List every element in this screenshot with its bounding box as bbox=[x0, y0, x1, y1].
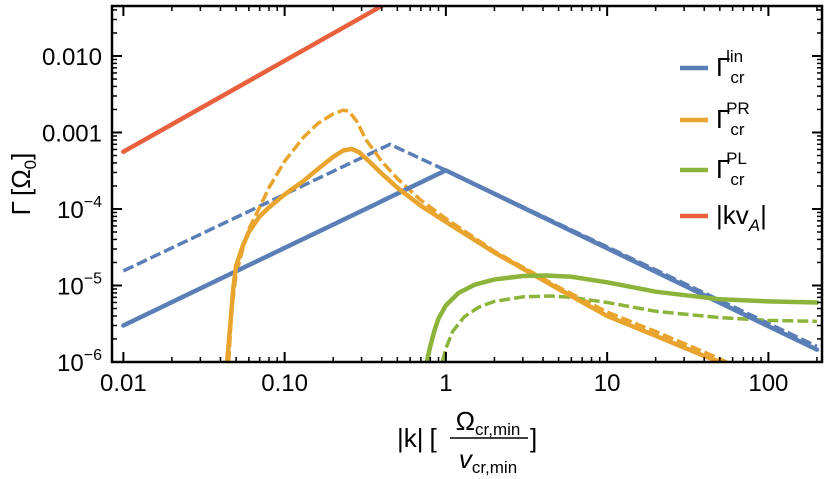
series-line-5 bbox=[440, 294, 817, 362]
x-axis-numerator-sub: cr,min bbox=[475, 420, 520, 439]
y-tick-exponent: −5 bbox=[84, 270, 102, 287]
x-axis-title: |k|[ Ωcr,min vcr,min ] bbox=[397, 406, 537, 477]
y-axis-bracket-close: ] bbox=[6, 153, 36, 160]
legend-label-2: Γcr PL bbox=[716, 149, 747, 189]
x-axis-bracket-close: ] bbox=[530, 423, 537, 453]
legend-sub: cr bbox=[730, 170, 745, 189]
tick-layer bbox=[112, 6, 822, 363]
svg-text:Ωcr,min: Ωcr,min bbox=[456, 406, 521, 439]
y-axis-gamma: Γ bbox=[6, 201, 36, 215]
y-tick-label-2: 10−4 bbox=[57, 194, 102, 224]
x-axis-denominator: v bbox=[459, 444, 474, 474]
y-axis-bracket-open: [ bbox=[6, 188, 36, 196]
y-axis-omega-sub: 0 bbox=[21, 160, 40, 169]
x-tick-label-4: 100 bbox=[748, 370, 788, 397]
y-tick-base: 10 bbox=[57, 273, 84, 300]
series-line-1 bbox=[122, 142, 818, 348]
y-axis-omega: Ω bbox=[6, 169, 36, 188]
legend-symbol: |kv bbox=[716, 200, 749, 230]
x-tick-label-1: 0.10 bbox=[261, 370, 308, 397]
y-axis-title: Γ [Ω0] bbox=[6, 153, 40, 216]
series-line-6 bbox=[121, 6, 384, 154]
y-tick-exponent: −6 bbox=[84, 347, 102, 364]
legend-sub: A bbox=[748, 216, 760, 235]
legend-sub: cr bbox=[730, 120, 745, 139]
svg-text:|k|[: |k|[ bbox=[397, 423, 438, 453]
svg-text:vcr,min: vcr,min bbox=[459, 444, 517, 477]
legend-sub: cr bbox=[730, 68, 745, 87]
series-line-3 bbox=[226, 108, 728, 362]
series-layer bbox=[121, 6, 820, 362]
x-tick-labels: 0.01 0.10 1 10 100 bbox=[100, 370, 788, 397]
legend-symbol: Γ bbox=[716, 52, 730, 82]
x-axis-numerator: Ω bbox=[456, 406, 475, 436]
y-tick-label-0: 10−6 bbox=[57, 347, 102, 377]
x-axis-denominator-sub: cr,min bbox=[472, 458, 517, 477]
y-tick-label-4: 0.010 bbox=[42, 44, 102, 71]
legend-label-1: Γcr PR bbox=[716, 99, 750, 139]
y-tick-label-1: 10−5 bbox=[57, 270, 102, 300]
legend-sup: PL bbox=[726, 149, 747, 168]
legend-sup: PR bbox=[726, 99, 750, 118]
y-tick-base: 10 bbox=[57, 197, 84, 224]
legend-suffix: | bbox=[760, 200, 767, 230]
x-tick-label-2: 1 bbox=[439, 370, 452, 397]
x-tick-label-0: 0.01 bbox=[100, 370, 147, 397]
legend-symbol: Γ bbox=[716, 154, 730, 184]
y-tick-exponent: −4 bbox=[84, 194, 102, 211]
series-line-0 bbox=[121, 168, 820, 352]
legend-symbol: Γ bbox=[716, 104, 730, 134]
legend-sup: lin bbox=[726, 47, 743, 66]
legend-label-0: Γcr lin bbox=[716, 47, 745, 87]
series-line-2 bbox=[224, 146, 723, 362]
x-tick-label-3: 10 bbox=[594, 370, 621, 397]
x-axis-bracket-open: [ bbox=[430, 423, 438, 453]
plot-frame bbox=[110, 4, 824, 364]
legend-label-3: |kvA| bbox=[716, 200, 767, 235]
y-tick-label-3: 0.001 bbox=[42, 120, 102, 147]
x-axis-abs-k: |k| bbox=[397, 423, 424, 453]
series-line-4 bbox=[424, 273, 820, 362]
y-tick-base: 10 bbox=[57, 350, 84, 377]
